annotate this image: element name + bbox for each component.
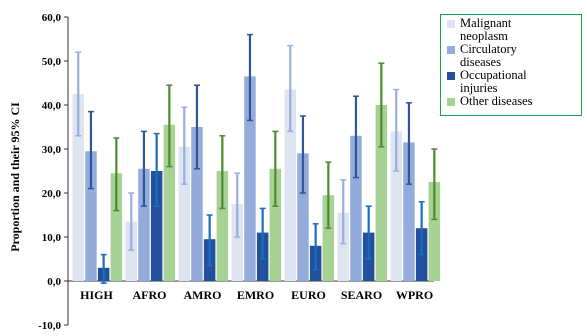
chart-y-ticks: -10,0 0,0 10,0 20,0 30,0 40,0 50,0 60,0 [38, 12, 68, 332]
bar [297, 153, 309, 281]
x-tick-label: HIGH [80, 288, 113, 302]
legend-swatch [447, 20, 455, 28]
legend-swatch [447, 72, 455, 80]
legend-label: Occupational injuries [460, 69, 578, 95]
bar [284, 89, 296, 281]
bar [231, 204, 243, 281]
y-tick-label: 40,0 [42, 100, 62, 112]
bar [375, 105, 388, 281]
bar [269, 168, 282, 281]
x-tick-label: EMRO [237, 288, 274, 302]
legend-swatch [447, 98, 455, 106]
bar [403, 142, 415, 281]
y-axis-label: Proportion and their 95% CI [8, 102, 22, 252]
legend-label-line: diseases [460, 55, 501, 69]
y-tick-label: 20,0 [42, 188, 62, 200]
x-tick-label: AFRO [133, 288, 167, 302]
bar [110, 173, 123, 281]
bar [216, 171, 229, 281]
y-tick-label: 50,0 [42, 56, 62, 68]
bar [390, 131, 402, 281]
legend-item: Occupational injuries [447, 69, 578, 95]
legend-swatch [447, 46, 455, 54]
legend-label-line: Occupational [460, 68, 527, 82]
y-tick-label: 60,0 [42, 12, 62, 24]
bar [350, 135, 362, 281]
bar [337, 212, 349, 281]
y-tick-label: 0,0 [47, 276, 61, 288]
chart-legend: Malignant neoplasm Circulatory diseases … [440, 14, 582, 116]
legend-label-line: neoplasm [460, 29, 508, 43]
bar [244, 76, 256, 282]
bar [150, 171, 163, 281]
chart-error-bars [75, 33, 438, 284]
bar [322, 195, 335, 281]
legend-label-line: Circulatory [460, 42, 517, 56]
legend-item: Malignant neoplasm [447, 17, 578, 43]
bar [178, 146, 190, 281]
bar [163, 124, 176, 281]
legend-label-line: Malignant [460, 16, 512, 30]
bar [191, 127, 203, 281]
y-tick-label: 10,0 [42, 232, 62, 244]
legend-label: Circulatory diseases [460, 43, 578, 69]
legend-label: Malignant neoplasm [460, 17, 578, 43]
bar [125, 221, 137, 281]
y-tick-label: 30,0 [42, 144, 62, 156]
chart-bars [72, 76, 441, 282]
x-tick-label: WPRO [396, 288, 433, 302]
x-tick-label: SEARO [341, 288, 382, 302]
bar [72, 94, 84, 281]
legend-label: Other diseases [460, 95, 578, 108]
x-tick-label: AMRO [184, 288, 222, 302]
bar [138, 168, 150, 281]
legend-item: Circulatory diseases [447, 43, 578, 69]
legend-label-line: Other diseases [460, 94, 533, 108]
chart-x-ticks: HIGH AFRO AMRO EMRO EURO SEARO WPRO [80, 288, 433, 302]
legend-label-line: injuries [460, 81, 498, 95]
bar [428, 182, 441, 281]
bar [85, 151, 97, 281]
x-tick-label: EURO [291, 288, 326, 302]
legend-item: Other diseases [447, 95, 578, 108]
y-tick-label: -10,0 [38, 320, 61, 332]
